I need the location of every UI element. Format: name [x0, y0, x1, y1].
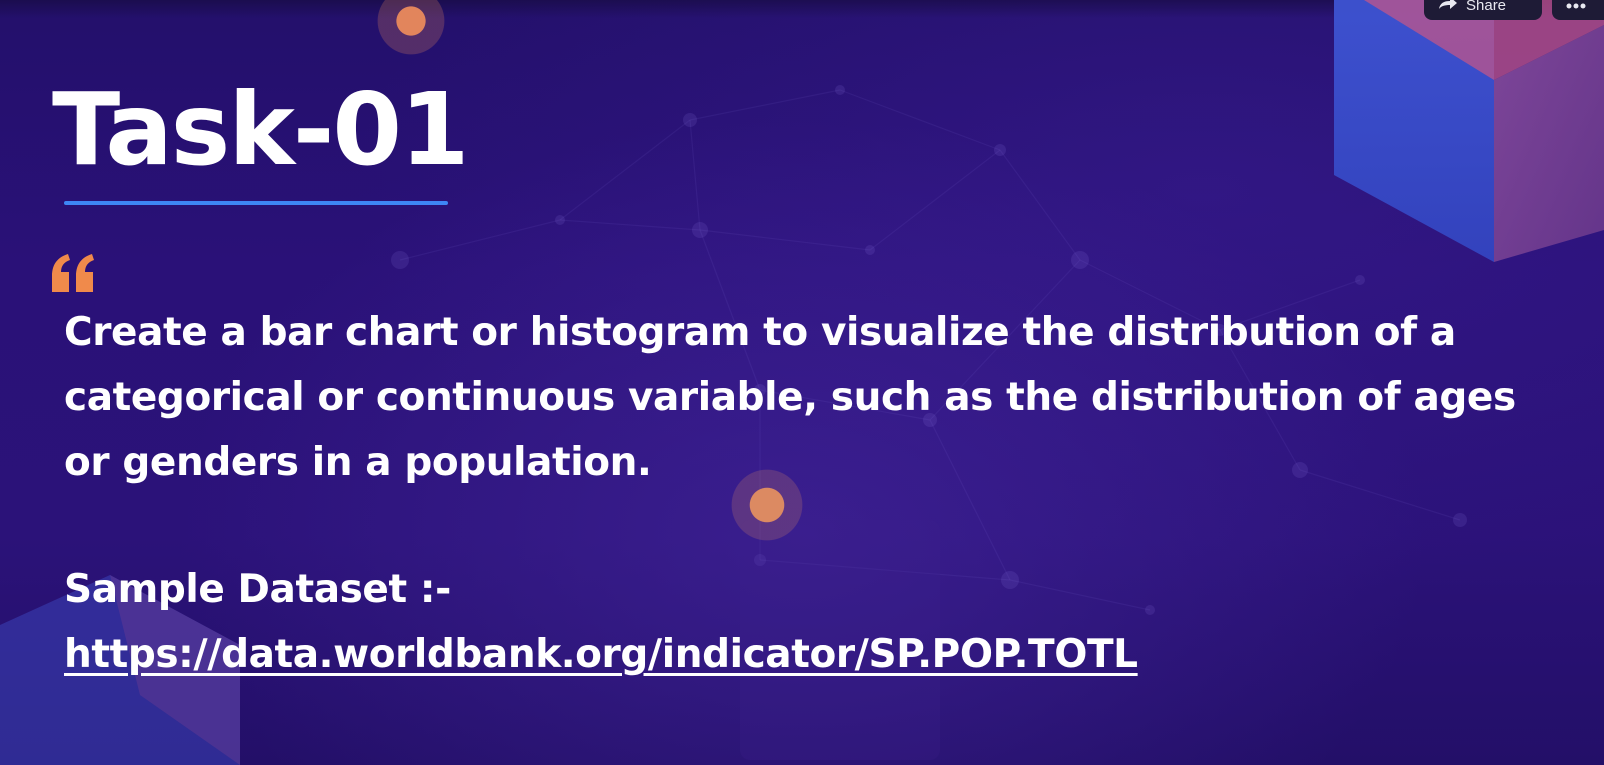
task-description: Create a bar chart or histogram to visua…	[64, 310, 1516, 485]
decorative-cube-bottom-left	[0, 575, 240, 765]
more-icon	[1566, 0, 1586, 14]
window-toolbar: Share	[1424, 0, 1604, 20]
share-button[interactable]: Share	[1424, 0, 1542, 20]
dataset-label: Sample Dataset :-	[64, 567, 451, 612]
more-button[interactable]	[1552, 0, 1604, 20]
dataset-link[interactable]: https://data.worldbank.org/indicator/SP.…	[64, 632, 1138, 677]
slide-title: Task-01	[52, 71, 469, 188]
decorative-orange-circle-middle	[727, 465, 807, 545]
title-underline	[64, 201, 448, 205]
decorative-orange-circle-top	[372, 0, 450, 60]
decorative-cube-top-right	[1334, 0, 1604, 262]
share-label: Share	[1466, 0, 1507, 14]
share-arrow-icon	[1438, 0, 1458, 14]
quote-mark-icon	[50, 248, 98, 298]
